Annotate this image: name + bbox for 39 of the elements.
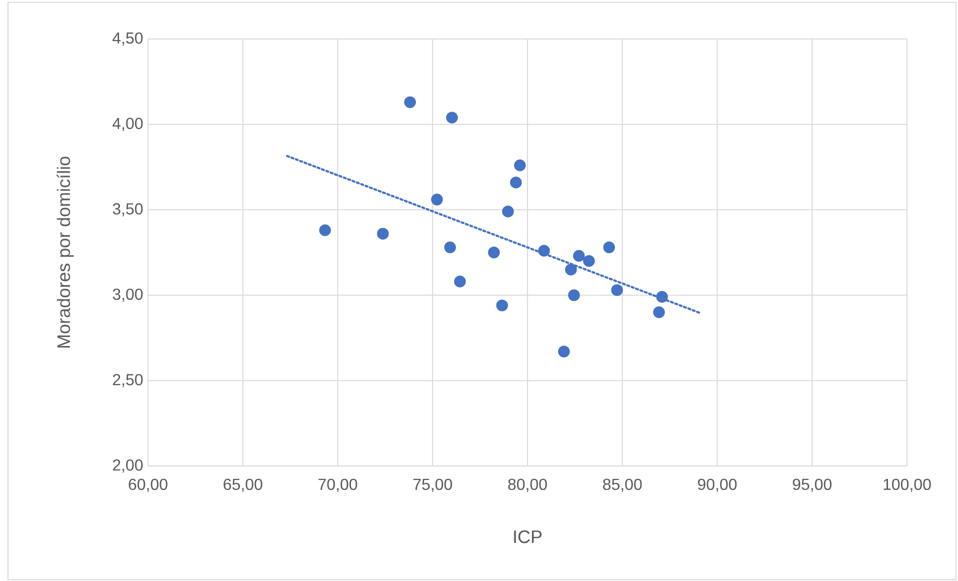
- y-tick-label: 4,50: [112, 32, 143, 46]
- point: [538, 244, 550, 257]
- x-tick-label: 60,00: [128, 478, 168, 492]
- point: [603, 242, 615, 254]
- x-tick-label: 75,00: [413, 478, 452, 492]
- y-tick-label: 4,00: [112, 118, 143, 132]
- point: [431, 194, 443, 206]
- point: [488, 246, 500, 258]
- point: [653, 306, 665, 318]
- x-axis-title: ICP: [514, 530, 542, 544]
- x-tick-label: 90,00: [698, 478, 737, 492]
- x-tick-label: 65,00: [224, 478, 262, 492]
- point: [558, 346, 570, 358]
- y-tick-label: 3,50: [112, 203, 143, 216]
- point: [319, 224, 331, 236]
- point: [565, 264, 577, 276]
- point: [496, 300, 508, 312]
- point: [514, 160, 526, 172]
- point: [510, 176, 522, 188]
- point: [446, 112, 458, 124]
- y-tick-label: 2,50: [112, 374, 143, 388]
- x-tick-label: 95,00: [792, 478, 832, 492]
- point: [444, 242, 456, 254]
- point: [568, 289, 580, 302]
- y-axis-title: Moradores por domicílio: [56, 156, 74, 348]
- point: [454, 276, 466, 288]
- point: [502, 206, 514, 218]
- x-tick-label: 100,00: [884, 478, 931, 492]
- x-tick-label: 70,00: [318, 478, 358, 492]
- x-tick-label: 85,00: [603, 478, 642, 492]
- y-tick-label: 2,00: [112, 459, 143, 473]
- point: [611, 284, 623, 296]
- y-tick-label: 3,00: [112, 288, 143, 302]
- point: [656, 291, 668, 303]
- point: [583, 255, 595, 267]
- point: [573, 250, 585, 262]
- point: [377, 228, 389, 240]
- point: [404, 96, 416, 108]
- x-tick-label: 80,00: [508, 478, 547, 492]
